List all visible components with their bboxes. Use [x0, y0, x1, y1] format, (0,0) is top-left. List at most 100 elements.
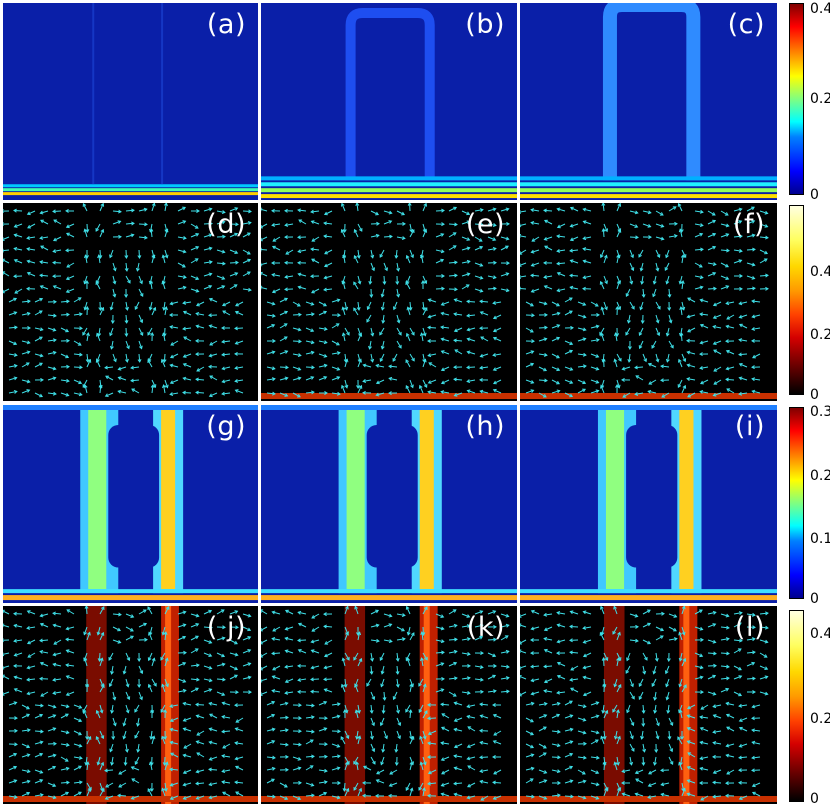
- vector-arrow-head: [638, 696, 643, 701]
- vector-arrow-head: [419, 761, 424, 766]
- vector-arrow-head: [26, 340, 31, 345]
- vector-arrow-head: [686, 792, 691, 797]
- vector-arrow: [99, 606, 105, 615]
- vector-arrow: [235, 389, 244, 394]
- vector-arrow-head: [420, 631, 425, 636]
- vector-arrow: [487, 275, 496, 279]
- vector-arrow-head: [582, 795, 587, 800]
- vector-arrow: [713, 314, 722, 319]
- vector-arrow: [661, 793, 670, 797]
- vector-arrow-head: [39, 752, 44, 757]
- vector-arrow: [474, 275, 483, 279]
- vector-arrow: [73, 730, 82, 736]
- vector-arrow-head: [388, 220, 393, 224]
- vector-arrow: [616, 255, 620, 264]
- vector-arrow-head: [26, 625, 31, 630]
- vector-arrow-head: [543, 779, 548, 783]
- vector-arrow-head: [297, 353, 302, 358]
- vector-arrow: [427, 326, 437, 329]
- vector-arrow: [305, 716, 314, 719]
- vector-arrow: [389, 769, 398, 775]
- vector-arrow: [183, 754, 192, 758]
- vector-arrow-head: [627, 346, 632, 350]
- vector-arrow-head: [751, 637, 756, 642]
- vector-arrow: [500, 236, 509, 240]
- vector-arrow: [733, 665, 742, 671]
- vector-arrow-head: [138, 345, 143, 350]
- vector-arrow: [493, 740, 502, 745]
- vector-arrow-head: [118, 209, 122, 214]
- vector-arrow-head: [285, 742, 289, 747]
- vector-arrow-head: [726, 664, 730, 669]
- vector-arrow: [678, 359, 683, 368]
- vector-arrow: [480, 741, 489, 745]
- density-channel-faint: [92, 3, 95, 185]
- vector-arrow: [235, 311, 244, 316]
- vector-arrow: [216, 275, 225, 280]
- vector-arrow-head: [247, 662, 252, 667]
- vector-arrow-head: [26, 791, 31, 796]
- vector-arrow-head: [569, 650, 573, 655]
- vector-arrow: [118, 782, 127, 788]
- vector-arrow-head: [480, 689, 484, 694]
- vector-arrow-head: [26, 779, 31, 784]
- density-band: [261, 595, 517, 601]
- vector-arrow-head: [221, 701, 226, 706]
- vector-arrow-head: [357, 709, 361, 714]
- vector-arrow-head: [195, 623, 200, 627]
- vector-arrow-head: [310, 649, 315, 653]
- vector-arrow-head: [582, 692, 587, 697]
- vector-arrow: [520, 675, 527, 680]
- colorbar-3-tick-top: 0.3: [810, 404, 830, 420]
- vector-arrow-head: [65, 704, 70, 709]
- vector-arrow-head: [40, 245, 44, 250]
- vector-arrow: [614, 359, 618, 368]
- vector-arrow: [441, 782, 450, 787]
- vector-arrow: [564, 753, 573, 758]
- vector-arrow-head: [222, 261, 226, 266]
- vector-arrow-head: [466, 313, 470, 318]
- vector-arrow-head: [752, 690, 756, 695]
- vector-arrow-head: [379, 722, 384, 727]
- vector-arrow-head: [556, 690, 561, 695]
- vector-arrow: [216, 652, 225, 657]
- vector-arrow-head: [594, 303, 599, 307]
- vector-arrow: [266, 714, 275, 719]
- vector-arrow-head: [479, 311, 484, 315]
- vector-arrow-head: [39, 273, 43, 278]
- vector-arrow-head: [764, 625, 769, 630]
- vector-arrow-head: [467, 663, 471, 668]
- vector-arrow-head: [751, 338, 755, 343]
- vector-arrow-head: [725, 276, 730, 280]
- vector-arrow-head: [285, 754, 289, 759]
- vector-arrow-head: [39, 676, 43, 681]
- panel-b-plot: [261, 3, 517, 200]
- vector-arrow-head: [595, 389, 600, 394]
- vector-arrow: [60, 713, 69, 719]
- vector-arrow: [96, 710, 101, 719]
- vector-arrow: [14, 688, 23, 693]
- vector-arrow-head: [208, 767, 212, 772]
- vector-arrow: [474, 678, 483, 681]
- vector-arrow-head: [604, 787, 608, 792]
- vector-arrow: [123, 665, 127, 674]
- vector-arrow-head: [530, 273, 534, 278]
- vector-arrow-head: [669, 748, 674, 753]
- vector-arrow-head: [336, 391, 341, 396]
- vector-arrow-head: [493, 637, 497, 642]
- vector-arrow-head: [453, 365, 457, 370]
- vector-arrow-head: [678, 683, 683, 688]
- vector-arrow-head: [466, 246, 471, 251]
- vector-arrow-head: [700, 247, 704, 252]
- vector-arrow: [739, 363, 748, 368]
- vector-arrow-head: [261, 692, 263, 696]
- vector-arrow-head: [440, 302, 445, 306]
- vector-arrow: [746, 651, 756, 654]
- vector-arrow-head: [409, 761, 414, 766]
- vector-arrow: [109, 249, 114, 258]
- vector-arrow: [318, 376, 327, 381]
- vector-arrow-head: [26, 665, 31, 670]
- vector-arrow: [196, 740, 205, 745]
- vector-arrow-head: [336, 702, 341, 707]
- vector-arrow-head: [14, 325, 18, 330]
